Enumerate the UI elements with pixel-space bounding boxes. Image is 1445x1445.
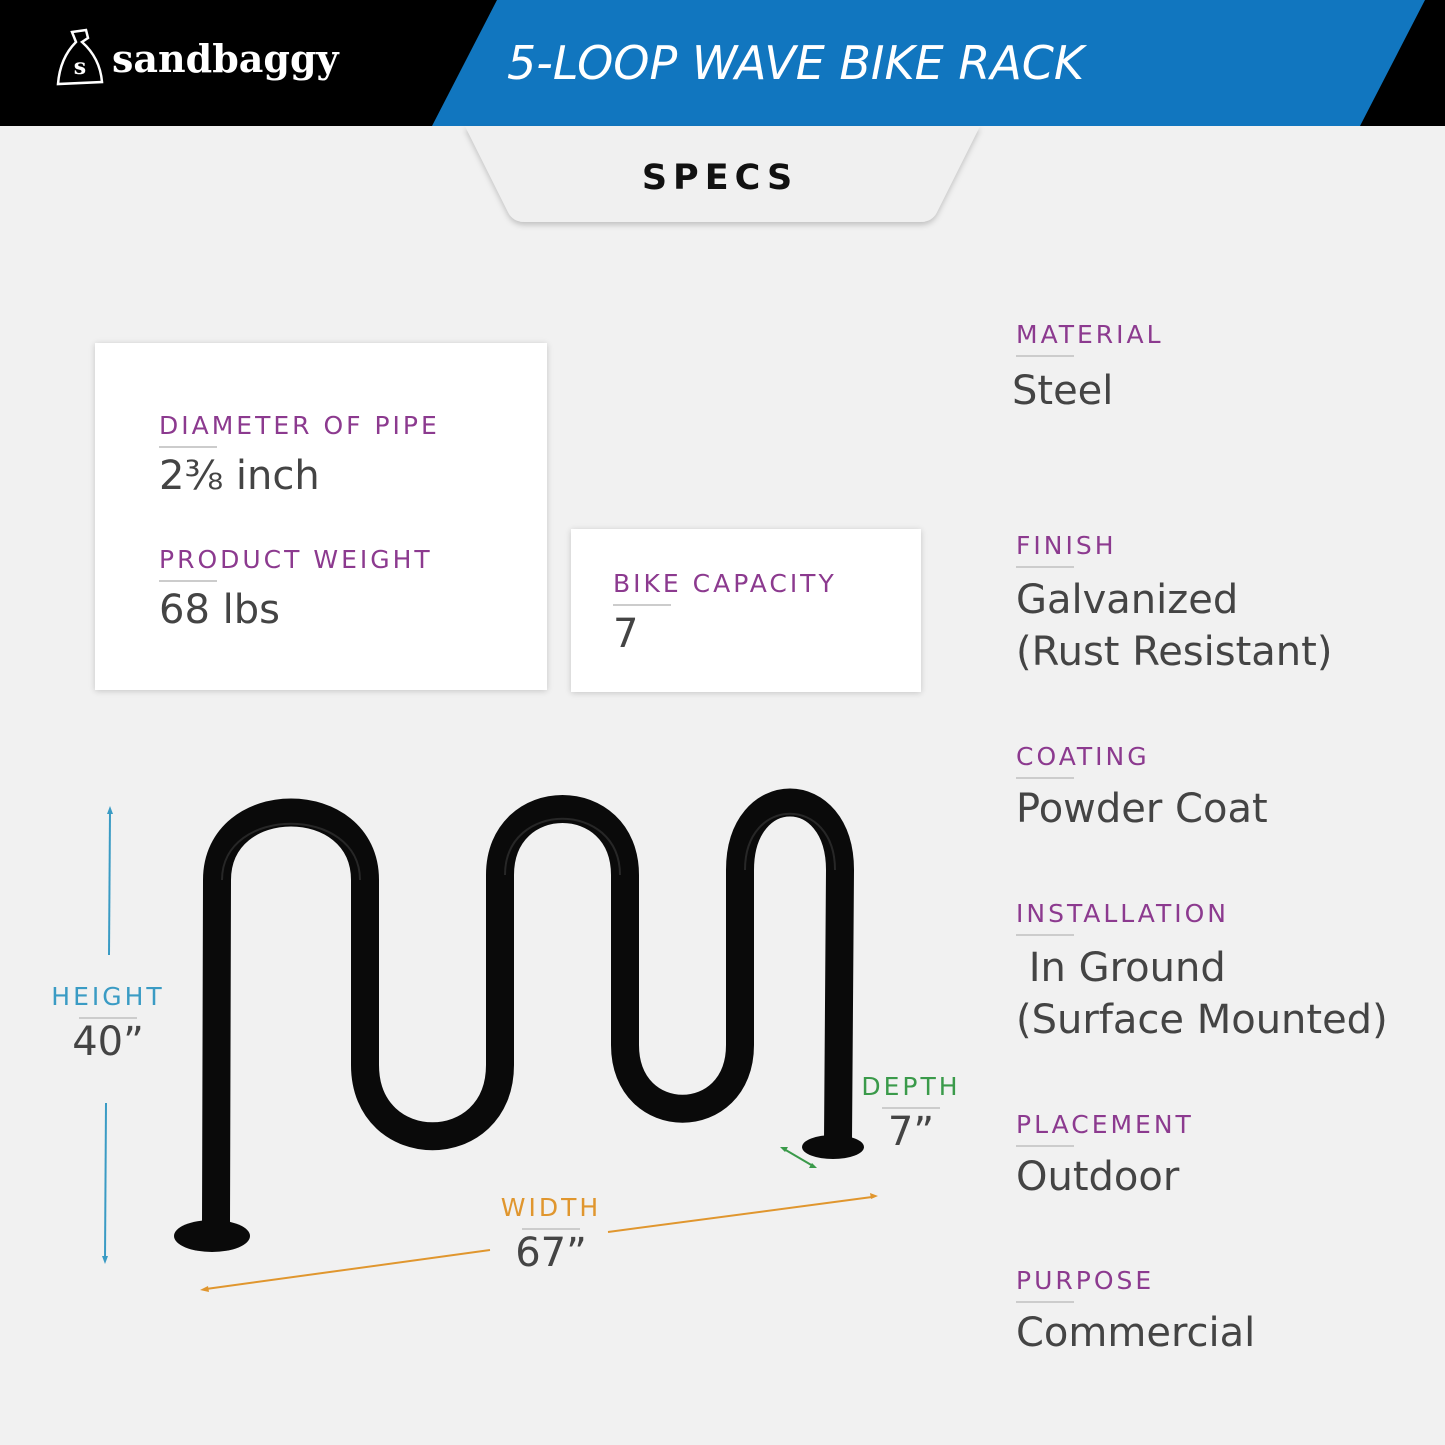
divider: [1016, 1145, 1074, 1147]
divider: [1016, 777, 1074, 779]
svg-text:s: s: [74, 54, 86, 80]
height-arrow: [102, 806, 113, 1264]
divider: [159, 580, 217, 582]
rack-tube: [202, 788, 855, 1239]
width-dimension: WIDTH 67”: [495, 1193, 607, 1276]
height-dimension: HEIGHT 40”: [50, 982, 166, 1065]
spec-label: DIAMETER OF PIPE: [159, 411, 440, 440]
width-value: 67”: [515, 1230, 587, 1276]
page-title: 5-LOOP WAVE BIKE RACK: [507, 36, 1085, 90]
divider: [1016, 566, 1074, 568]
spec-value: 2⅜ inch: [159, 453, 320, 499]
depth-value: 7”: [887, 1109, 935, 1155]
spec-value: Galvanized: [1016, 577, 1239, 623]
spec-value: Outdoor: [1016, 1154, 1180, 1200]
depth-label: DEPTH: [861, 1072, 961, 1101]
brand-logo: s sandbaggy: [52, 28, 339, 88]
width-label: WIDTH: [500, 1193, 602, 1222]
title-banner: [432, 0, 1425, 126]
spec-value: 68 lbs: [159, 587, 280, 633]
specs-tab: [465, 126, 980, 222]
divider: [159, 446, 217, 448]
spec-value: 7: [613, 611, 639, 657]
spec-label: FINISH: [1016, 531, 1117, 560]
height-value: 40”: [72, 1019, 144, 1065]
spec-label: BIKE CAPACITY: [613, 569, 837, 598]
divider: [79, 1017, 137, 1019]
specs-heading: SPECS: [641, 158, 799, 198]
divider: [1016, 355, 1074, 357]
spec-finish: FINISH Galvanized (Rust Resistant): [1016, 531, 1332, 678]
spec-installation: INSTALLATION In Ground (Surface Mounted): [1016, 899, 1388, 1046]
brand-name: sandbaggy: [112, 35, 339, 81]
divider: [613, 604, 671, 606]
sandbag-icon: s: [56, 28, 104, 86]
spec-value: In Ground: [1016, 945, 1226, 991]
spec-label: PRODUCT WEIGHT: [159, 545, 433, 574]
spec-label: PURPOSE: [1016, 1266, 1155, 1295]
spec-value: Steel: [1012, 368, 1114, 414]
base-plate: [174, 1220, 250, 1252]
height-label: HEIGHT: [51, 982, 165, 1011]
spec-label: COATING: [1016, 742, 1150, 771]
spec-coating: COATING Powder Coat: [1016, 742, 1268, 833]
spec-purpose: PURPOSE Commercial: [1016, 1266, 1255, 1357]
divider: [1016, 934, 1074, 936]
spec-label: MATERIAL: [1016, 320, 1164, 349]
spec-label: INSTALLATION: [1016, 899, 1229, 928]
pipe-weight-card: DIAMETER OF PIPE 2⅜ inch PRODUCT WEIGHT …: [95, 343, 547, 690]
divider: [1016, 1301, 1074, 1303]
depth-arrow: [780, 1147, 817, 1168]
depth-dimension: DEPTH 7”: [858, 1072, 964, 1155]
spec-value-detail: (Surface Mounted): [1016, 997, 1388, 1043]
spec-value-detail: (Rust Resistant): [1016, 629, 1333, 675]
bike-capacity-card: BIKE CAPACITY 7: [571, 529, 921, 692]
spec-label: PLACEMENT: [1016, 1110, 1194, 1139]
spec-value: Commercial: [1016, 1310, 1256, 1356]
divider: [522, 1228, 580, 1230]
spec-material: MATERIAL Steel: [1012, 320, 1164, 415]
spec-value: Powder Coat: [1016, 786, 1268, 832]
divider: [882, 1107, 940, 1109]
base-plate: [802, 1135, 864, 1159]
width-arrow: [200, 1193, 878, 1292]
spec-placement: PLACEMENT Outdoor: [1016, 1110, 1194, 1201]
